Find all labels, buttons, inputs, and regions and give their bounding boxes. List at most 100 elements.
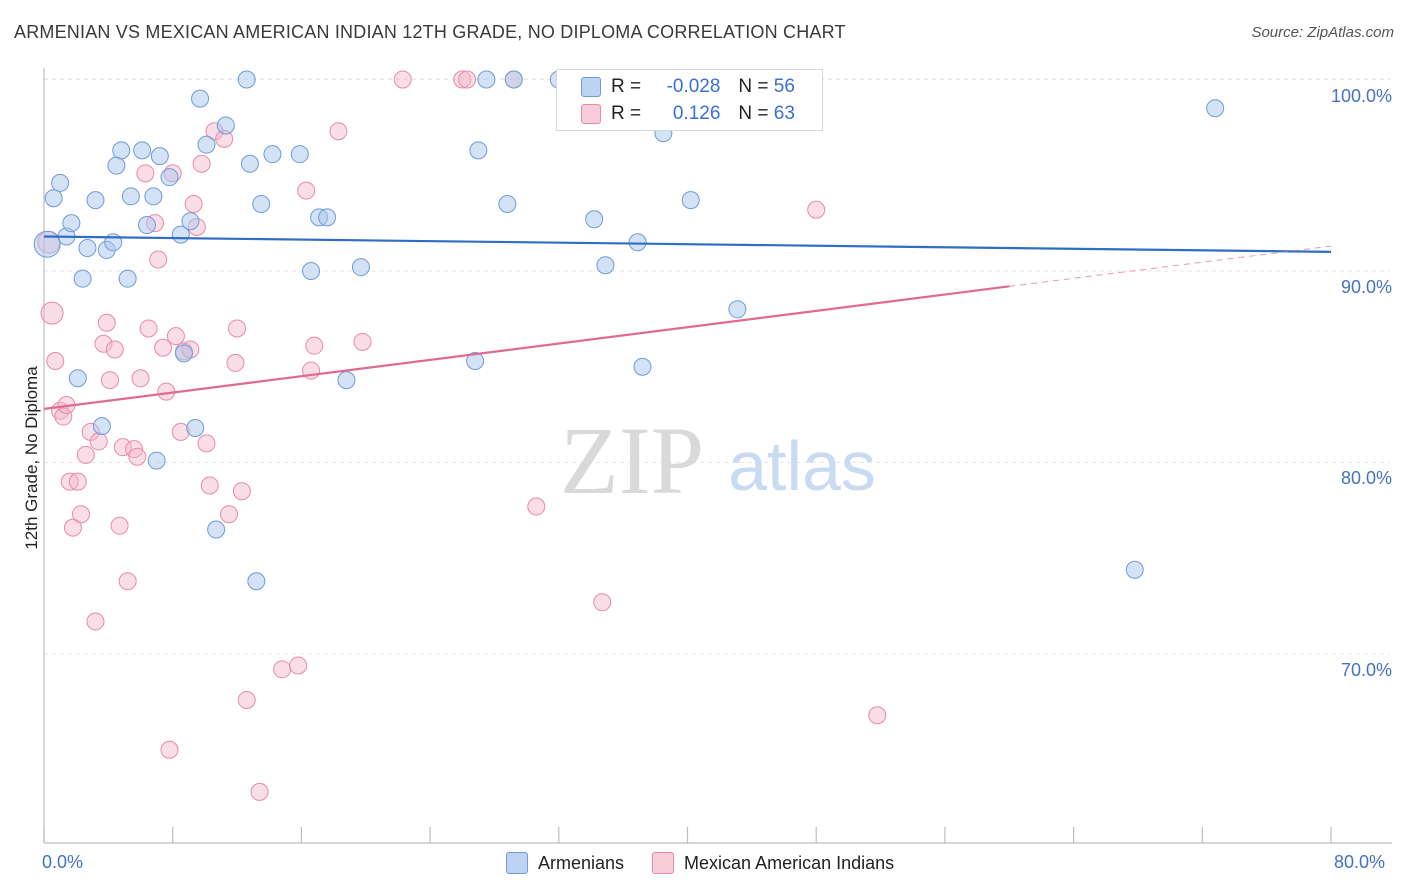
armenian-point [1125,560,1144,579]
legend-n-label: N = [738,103,769,124]
armenian-point [469,141,488,160]
legend-item-armenians: Armenians [506,852,624,874]
armenian-point [1206,99,1225,118]
series-legend: Armenians Mexican American Indians [506,852,922,874]
armenian-point [351,258,370,277]
armenian-point [44,189,63,208]
armenian-point [174,344,193,363]
armenian-point [585,210,604,229]
armenian-point [133,141,152,160]
armenian-point [191,89,210,108]
armenian-point [62,214,81,233]
armenian-point [628,233,647,252]
legend-r-label: R = [611,103,642,124]
mexican-swatch [581,104,601,124]
mexican-swatch [652,852,675,874]
armenian-point [504,70,523,89]
y-tick-label: 100.0% [1330,86,1392,106]
watermark-atlas: atlas [728,427,876,505]
mexican-point [72,505,91,524]
armenian-point [302,262,321,280]
stats-legend: R = -0.028 N = 56 R = 0.126 N = 63 [556,69,823,131]
y-axis-label: 12th Grade, No Diploma [22,366,41,550]
armenian-point [681,191,700,210]
armenian-point [160,168,179,187]
armenian-point [216,116,235,135]
mexican-point [110,516,129,535]
mexican-point [46,352,65,371]
mexican-point [113,438,132,457]
watermark-zip: ZIP [560,407,704,514]
mexican-point [220,505,239,524]
mexican-point [197,434,216,453]
mexican-point [100,371,119,390]
armenian-trend-line [43,235,1332,253]
armenian-point [207,520,226,539]
mexican-point [86,612,105,631]
mexican-point [297,181,316,200]
mexican-point [453,70,472,89]
armenian-point [477,70,496,89]
mexican-point [105,340,124,359]
y-tick-label: 70.0% [1340,660,1392,680]
armenian-point [51,173,70,192]
legend-n-value: 56 [773,76,795,97]
mexican-point [305,336,324,355]
mexican-point [289,656,308,675]
armenian-point [240,154,259,173]
armenian-point [86,191,105,210]
armenian-point [197,135,216,154]
mexican-point [353,332,372,351]
mexican-point [131,369,150,388]
legend-n-label: N = [738,76,769,97]
mexican-point [76,445,95,464]
source-credit: Source: ZipAtlas.com [1251,24,1394,41]
armenian-point [337,371,356,390]
armenian-point [728,300,747,319]
armenian-point [121,187,140,206]
mexican-point [868,706,887,725]
armenian-point [112,141,131,160]
armenian-point [498,194,517,213]
mexican-point [160,740,179,759]
mexican-point [393,70,412,89]
armenian-point [78,239,97,258]
mexican-point [228,319,247,338]
armenian-point [290,145,309,164]
armenian-point [318,208,337,227]
armenian-point [186,419,205,438]
armenian-point [252,194,271,213]
armenian-point [466,352,485,371]
legend-label: Mexican American Indians [684,852,895,873]
mexican-point [273,660,292,679]
mexican-point [94,334,113,353]
armenian-point [596,256,615,275]
armenian-point [144,187,163,206]
x-tick-label: 80.0% [1334,852,1386,872]
armenian-point [237,70,256,89]
mexican-point [237,690,256,709]
legend-r-value: 0.126 [672,103,721,124]
mexican-point [136,164,155,183]
armenian-point [107,156,126,175]
mexican-point [226,353,245,372]
mexican-point [807,200,826,219]
mexican-point [54,407,73,426]
legend-row-armenians: R = -0.028 N = 56 [581,74,795,100]
mexican-point [89,432,108,451]
armenian-swatch [506,852,528,874]
armenian-point [118,269,137,288]
armenian-point [137,216,156,235]
y-tick-label: 90.0% [1340,277,1392,297]
mexican-trend-extension [1009,245,1332,287]
mexican-point [139,319,158,338]
legend-label: Armenians [538,852,625,873]
legend-n-value: 63 [773,103,795,124]
armenian-point [633,357,652,376]
legend-r-value: -0.028 [666,76,721,97]
mexican-point [593,593,612,612]
mexican-point [250,782,269,801]
y-tick-label: 80.0% [1340,468,1392,488]
mexican-point [527,497,546,516]
